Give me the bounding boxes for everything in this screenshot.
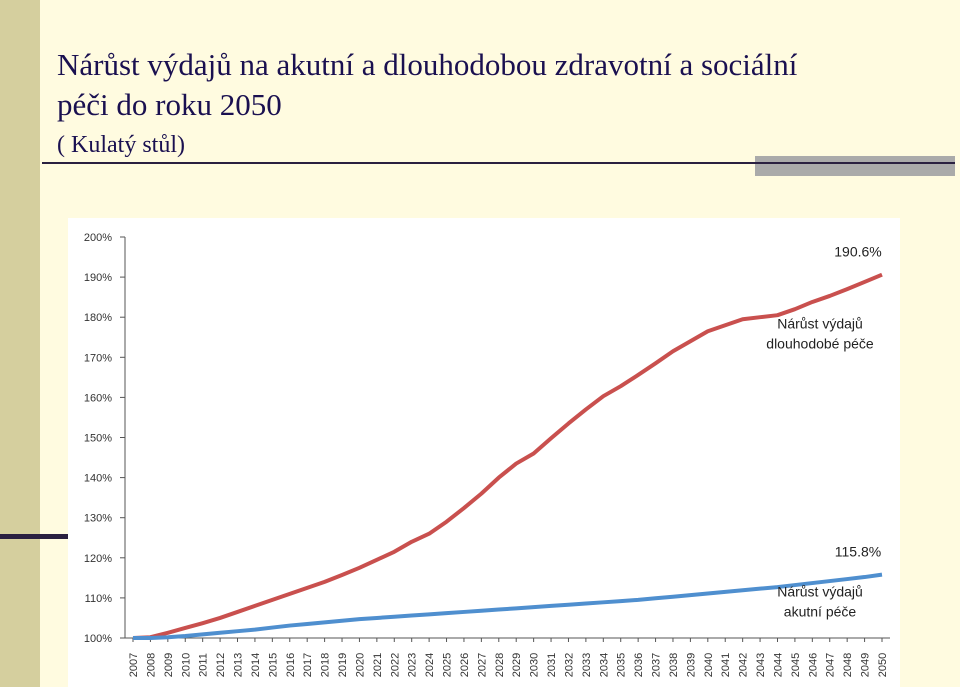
title: péči do roku 2050	[57, 87, 282, 122]
x-tick-label: 2038	[668, 653, 680, 677]
x-tick-label: 2045	[790, 653, 802, 677]
x-tick-label: 2015	[267, 653, 279, 677]
x-tick-label: 2023	[407, 653, 419, 677]
title-rule	[42, 162, 955, 164]
x-tick-label: 2047	[825, 653, 837, 677]
chart-area	[68, 218, 900, 687]
left-rule	[0, 534, 70, 539]
x-tick-label: 2037	[651, 653, 663, 677]
title: Nárůst výdajů na akutní a dlouhodobou zd…	[57, 47, 798, 82]
x-tick-label: 2010	[180, 653, 192, 677]
x-tick-label: 2033	[581, 653, 593, 677]
x-tick-label: 2048	[842, 653, 854, 677]
x-tick-label: 2035	[616, 653, 628, 677]
y-tick-label: 130%	[84, 513, 112, 525]
series-label: Nárůst výdajů	[777, 584, 863, 600]
x-tick-label: 2031	[546, 653, 558, 677]
x-tick-label: 2043	[755, 653, 767, 677]
series-label: Nárůst výdajů	[777, 316, 863, 332]
series-line	[133, 572, 883, 640]
x-tick-label: 2044	[772, 653, 784, 677]
y-tick-label: 160%	[84, 392, 112, 404]
x-tick-label: 2025	[442, 653, 454, 677]
x-tick-label: 2020	[354, 653, 366, 677]
x-tick-label: 2041	[720, 653, 732, 677]
y-tick-label: 120%	[84, 553, 112, 565]
x-tick-label: 2046	[807, 653, 819, 677]
y-tick-label: 180%	[84, 312, 112, 324]
x-tick-label: 2039	[685, 653, 697, 677]
x-tick-label: 2013	[233, 653, 245, 677]
x-tick-label: 2014	[250, 653, 262, 677]
end-label: 190.6%	[834, 244, 881, 260]
x-tick-label: 2022	[389, 653, 401, 677]
y-tick-label: 150%	[84, 433, 112, 445]
x-tick-label: 2042	[738, 653, 750, 677]
series-label: akutní péče	[784, 604, 857, 620]
x-tick-label: 2026	[459, 653, 471, 677]
x-tick-label: 2018	[320, 653, 332, 677]
x-tick-label: 2040	[703, 653, 715, 677]
y-tick-label: 140%	[84, 473, 112, 485]
x-tick-label: 2050	[877, 653, 889, 677]
x-tick-label: 2032	[563, 653, 575, 677]
y-tick-label: 200%	[84, 232, 112, 244]
y-tick-label: 100%	[84, 633, 112, 645]
x-tick-label: 2008	[145, 653, 157, 677]
gray-bar	[755, 156, 955, 176]
x-tick-label: 2036	[633, 653, 645, 677]
end-label: 115.8%	[835, 544, 881, 560]
x-tick-label: 2028	[494, 653, 506, 677]
x-tick-label: 2007	[128, 653, 140, 677]
y-tick-label: 190%	[84, 272, 112, 284]
left-bar	[0, 0, 40, 687]
x-tick-label: 2024	[424, 653, 436, 677]
x-tick-label: 2019	[337, 653, 349, 677]
subtitle: ( Kulatý stůl)	[57, 132, 185, 158]
x-tick-label: 2016	[285, 653, 297, 677]
chart: 100% 110% 120% 130% 140% 150% 160% 170% 180% 190%…	[84, 232, 890, 677]
x-tick-label: 2034	[598, 653, 610, 677]
x-tick-label: 2029	[511, 653, 523, 677]
x-tick-label: 2011	[198, 653, 210, 677]
x-tick-label: 2009	[163, 653, 175, 677]
x-tick-label: 2049	[860, 653, 872, 677]
y-tick-label: 170%	[84, 352, 112, 364]
series-line	[132, 272, 883, 640]
x-tick-label: 2021	[372, 653, 384, 677]
x-tick-label: 2017	[302, 653, 314, 677]
y-tick-label: 110%	[85, 593, 113, 605]
series-label: dlouhodobé péče	[766, 336, 874, 352]
x-tick-label: 2027	[476, 653, 488, 677]
x-tick-label: 2012	[215, 653, 227, 677]
x-tick-label: 2030	[529, 653, 541, 677]
